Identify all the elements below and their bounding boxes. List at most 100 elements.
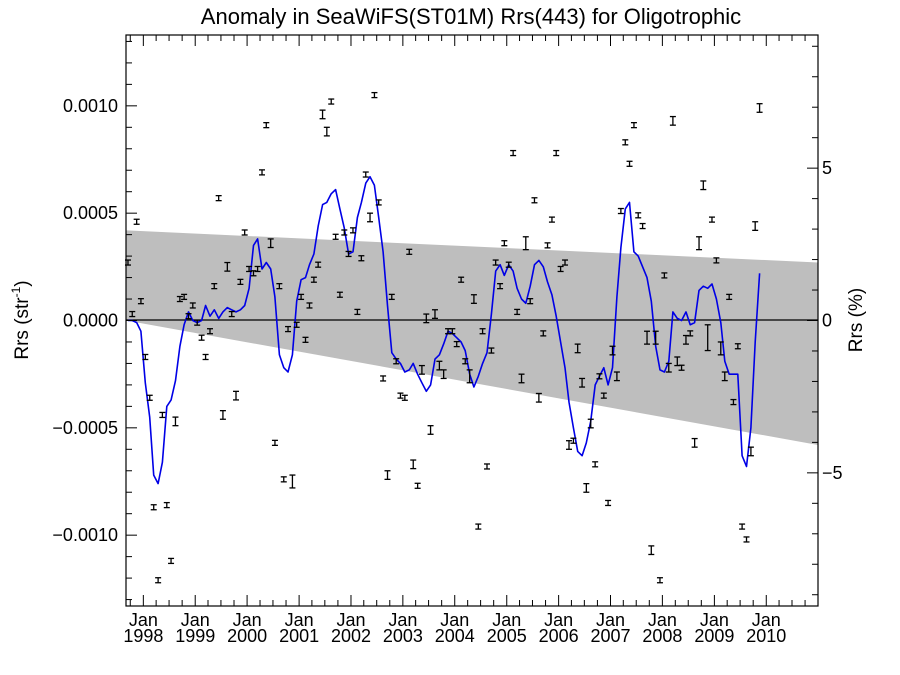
error-bar-point (613, 371, 620, 382)
error-bar-point (605, 499, 612, 507)
error-bar-point (678, 364, 685, 371)
error-bar-point (644, 330, 651, 345)
error-bar-point (418, 364, 425, 375)
error-bar-point (639, 222, 646, 230)
error-bar-point (263, 122, 270, 129)
y-axis-title-superscript: -1 (9, 286, 23, 297)
error-bar-point (483, 463, 490, 470)
error-bar-point (570, 437, 577, 444)
x-tick-month-label: Jan (544, 610, 573, 630)
error-bar-point (596, 373, 603, 380)
error-bar-point (656, 577, 663, 584)
error-bar-point (414, 482, 421, 489)
error-bar-point (431, 309, 438, 320)
error-bar-point (462, 358, 469, 365)
error-bar-point (721, 371, 728, 382)
error-bar-point (470, 294, 477, 304)
error-bar-point (332, 233, 339, 240)
error-bar-point (159, 411, 166, 419)
error-bar-point (211, 283, 218, 290)
error-bar-point (648, 545, 655, 556)
error-bar-point (510, 149, 517, 157)
error-bar-point (488, 347, 495, 354)
error-bar-point (388, 293, 395, 301)
error-bar-point (150, 504, 157, 511)
x-tick-year-label: 2004 (435, 626, 475, 646)
error-bar-point (492, 259, 499, 266)
error-bar-point (562, 259, 569, 266)
error-bar-point (202, 353, 209, 361)
x-tick-month-label: Jan (596, 610, 625, 630)
error-bar-point (215, 194, 222, 202)
error-bar-point (358, 255, 365, 262)
error-bar-point (354, 308, 361, 316)
error-bar-point (548, 216, 555, 223)
error-bar-point (163, 501, 170, 509)
error-bar-point (319, 109, 326, 120)
error-bar-point (375, 199, 382, 206)
error-bar-point (475, 523, 482, 530)
error-bar-point (181, 293, 188, 301)
error-bar-point (367, 212, 374, 223)
x-tick-year-label: 2007 (590, 626, 630, 646)
error-bar-point (440, 369, 447, 380)
error-bar-point (522, 236, 529, 251)
error-bar-point (665, 362, 672, 373)
error-bar-point (176, 295, 183, 303)
y-tick-label: 0.0010 (63, 96, 118, 116)
error-bar-point (289, 474, 296, 489)
error-bar-point (427, 425, 434, 435)
error-bar-point (661, 272, 668, 279)
x-axis: Jan1998Jan1999Jan2000Jan2001Jan2002Jan20… (123, 35, 806, 646)
error-bar-layer (124, 91, 763, 584)
x-tick-month-label: Jan (700, 610, 729, 630)
x-tick-year-label: 2000 (227, 626, 267, 646)
error-bar-point (600, 392, 607, 399)
error-bar-point (756, 103, 763, 113)
error-bar-point (687, 330, 694, 337)
error-bar-point (708, 216, 715, 223)
x-tick-year-label: 2003 (383, 626, 423, 646)
x-tick-month-label: Jan (440, 610, 469, 630)
left-axis: 0.0010 0.0005 0.0000 −0.0005 −0.0010 (52, 40, 137, 601)
error-bar-point (233, 390, 240, 401)
error-bar-point (276, 283, 283, 290)
error-bar-point (579, 377, 586, 388)
error-bar-point (323, 126, 330, 137)
y-axis-title-close: ) (12, 280, 33, 286)
error-bar-point (553, 149, 560, 157)
error-bar-point (691, 437, 698, 448)
error-bar-point (362, 171, 369, 178)
error-bar-point (393, 358, 400, 365)
y2-tick-label: −5 (822, 463, 843, 483)
x-tick-year-label: 2009 (694, 626, 734, 646)
y-tick-label: 0.0000 (63, 311, 118, 331)
error-bar-point (583, 482, 590, 493)
y-tick-label: −0.0005 (52, 418, 118, 438)
error-bar-point (306, 302, 313, 309)
error-bar-point (384, 470, 391, 480)
error-bar-point (743, 536, 750, 543)
error-bar-point (652, 330, 659, 345)
error-bar-point (540, 330, 547, 337)
error-bar-point (310, 276, 317, 283)
error-bar-point (142, 353, 149, 361)
x-tick-month-label: Jan (336, 610, 365, 630)
error-bar-point (345, 250, 352, 258)
error-bar-point (535, 392, 542, 403)
error-bar-point (609, 345, 616, 356)
x-tick-year-label: 2008 (642, 626, 682, 646)
error-bar-point (514, 308, 521, 316)
error-bar-point (466, 369, 473, 384)
x-tick-year-label: 2001 (279, 626, 319, 646)
error-bar-point (574, 343, 581, 354)
error-bar-point (630, 122, 637, 129)
error-bar-point (185, 313, 192, 320)
error-bar-point (501, 240, 508, 247)
error-bar-point (254, 265, 261, 273)
error-bar-point (622, 139, 629, 146)
y2-tick-label: 5 (822, 158, 832, 178)
error-bar-point (544, 242, 551, 249)
error-bar-point (328, 98, 335, 105)
